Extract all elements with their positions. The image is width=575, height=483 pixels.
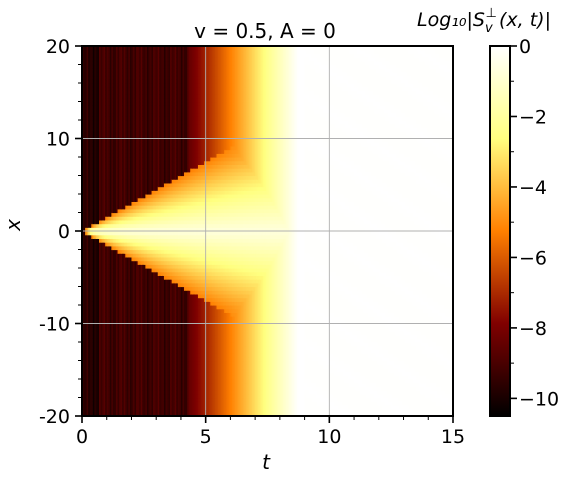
chart-title: v = 0.5, A = 0: [194, 19, 336, 43]
